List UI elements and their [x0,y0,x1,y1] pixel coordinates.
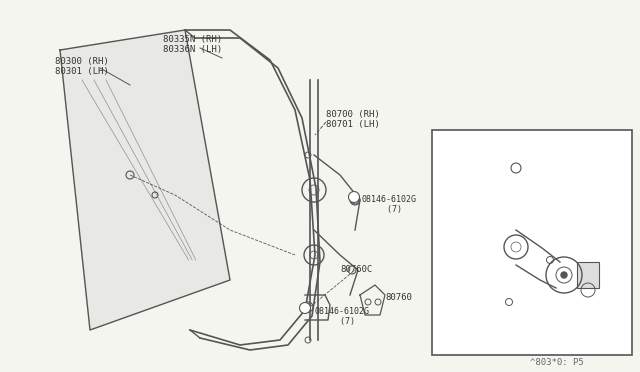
Text: 80300 (RH)
80301 (LH): 80300 (RH) 80301 (LH) [55,57,109,76]
Polygon shape [60,30,230,330]
Text: 80730 (RH)
80731 (LH): 80730 (RH) 80731 (LH) [520,315,574,334]
Circle shape [561,272,567,278]
Text: 08146-6102G
     (7): 08146-6102G (7) [362,195,417,214]
Text: B: B [303,304,307,312]
Text: B: B [352,192,356,202]
Text: 80700 (RH)
80701 (LH): 80700 (RH) 80701 (LH) [326,110,380,129]
Text: ^803*0: P5: ^803*0: P5 [530,358,584,367]
Text: 80335N (RH)
80336N (LH): 80335N (RH) 80336N (LH) [163,35,222,54]
Text: FOR POWER WINDOW: FOR POWER WINDOW [482,140,582,150]
Text: 08146-6102G
     (7): 08146-6102G (7) [315,307,370,326]
Text: 80760C: 80760C [340,265,372,274]
Circle shape [300,302,310,314]
FancyBboxPatch shape [577,262,599,288]
Text: 80760: 80760 [385,293,412,302]
Circle shape [349,192,360,202]
Text: 80700+A(RH)
80701+A (LH): 80700+A(RH) 80701+A (LH) [515,158,579,177]
FancyBboxPatch shape [432,130,632,355]
